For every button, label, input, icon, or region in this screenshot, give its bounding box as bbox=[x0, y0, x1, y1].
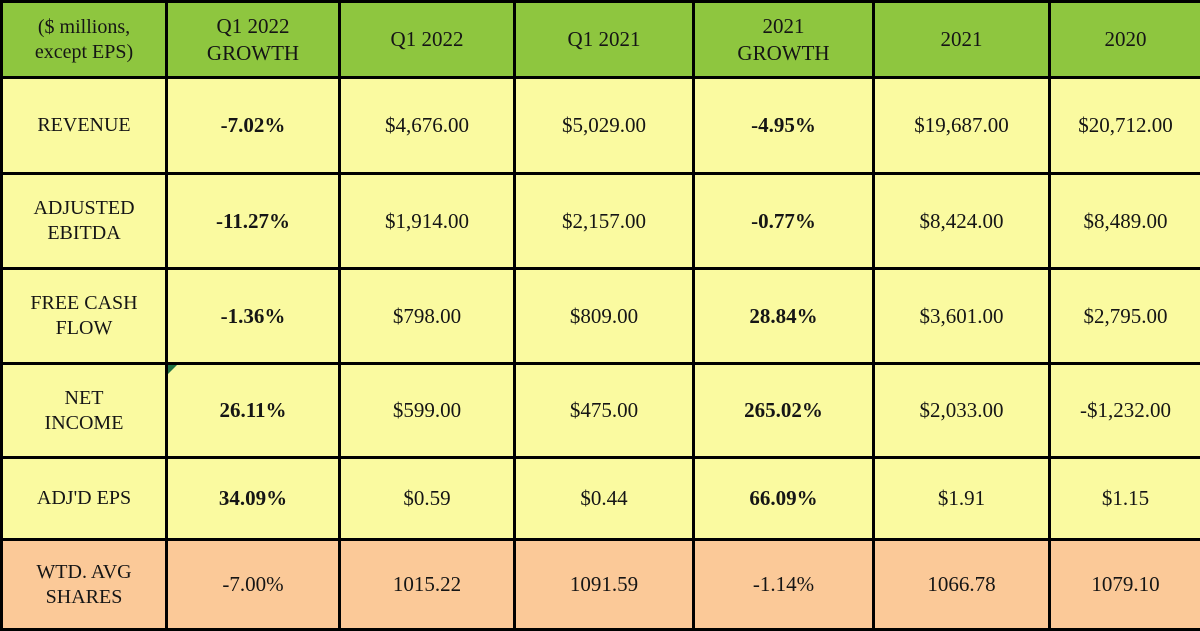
data-cell: -1.36% bbox=[167, 269, 340, 364]
data-cell: 1066.78 bbox=[874, 540, 1050, 630]
data-cell: -11.27% bbox=[167, 174, 340, 269]
data-cell: -0.77% bbox=[694, 174, 874, 269]
table-row-wtd-avg-shares: WTD. AVG SHARES -7.00% 1015.22 1091.59 -… bbox=[2, 540, 1200, 630]
data-cell: $19,687.00 bbox=[874, 78, 1050, 174]
row-label: ADJ'D EPS bbox=[2, 458, 167, 540]
column-header-units: ($ millions, except EPS) bbox=[2, 2, 167, 78]
data-cell: 1091.59 bbox=[515, 540, 694, 630]
data-cell: $0.44 bbox=[515, 458, 694, 540]
row-label: WTD. AVG SHARES bbox=[2, 540, 167, 630]
data-cell: 265.02% bbox=[694, 364, 874, 458]
data-cell: $2,795.00 bbox=[1050, 269, 1200, 364]
data-cell: 1015.22 bbox=[340, 540, 515, 630]
cell-corner-marker-icon bbox=[168, 365, 177, 374]
column-header-q1-2022-growth: Q1 2022 GROWTH bbox=[167, 2, 340, 78]
row-label: NET INCOME bbox=[2, 364, 167, 458]
data-cell: 1079.10 bbox=[1050, 540, 1200, 630]
data-cell: $2,033.00 bbox=[874, 364, 1050, 458]
table-row-free-cash-flow: FREE CASH FLOW -1.36% $798.00 $809.00 28… bbox=[2, 269, 1200, 364]
data-cell: $1.15 bbox=[1050, 458, 1200, 540]
data-cell: $809.00 bbox=[515, 269, 694, 364]
data-cell: 26.11% bbox=[167, 364, 340, 458]
column-header-q1-2021: Q1 2021 bbox=[515, 2, 694, 78]
row-label: ADJUSTED EBITDA bbox=[2, 174, 167, 269]
data-cell: $3,601.00 bbox=[874, 269, 1050, 364]
data-cell: $1,914.00 bbox=[340, 174, 515, 269]
data-cell: $5,029.00 bbox=[515, 78, 694, 174]
table-row-net-income: NET INCOME 26.11% $599.00 $475.00 265.02… bbox=[2, 364, 1200, 458]
data-cell: $4,676.00 bbox=[340, 78, 515, 174]
data-cell: -7.02% bbox=[167, 78, 340, 174]
table-row-adjd-eps: ADJ'D EPS 34.09% $0.59 $0.44 66.09% $1.9… bbox=[2, 458, 1200, 540]
data-cell: -4.95% bbox=[694, 78, 874, 174]
data-cell-value: 26.11% bbox=[219, 398, 286, 422]
data-cell: $8,489.00 bbox=[1050, 174, 1200, 269]
data-cell: $8,424.00 bbox=[874, 174, 1050, 269]
row-label: REVENUE bbox=[2, 78, 167, 174]
data-cell: -7.00% bbox=[167, 540, 340, 630]
data-cell: 34.09% bbox=[167, 458, 340, 540]
row-label: FREE CASH FLOW bbox=[2, 269, 167, 364]
column-header-2021-growth: 2021 GROWTH bbox=[694, 2, 874, 78]
table-row-adjusted-ebitda: ADJUSTED EBITDA -11.27% $1,914.00 $2,157… bbox=[2, 174, 1200, 269]
data-cell: $2,157.00 bbox=[515, 174, 694, 269]
data-cell: 28.84% bbox=[694, 269, 874, 364]
table-row-revenue: REVENUE -7.02% $4,676.00 $5,029.00 -4.95… bbox=[2, 78, 1200, 174]
data-cell: $20,712.00 bbox=[1050, 78, 1200, 174]
data-cell: 66.09% bbox=[694, 458, 874, 540]
data-cell: $1.91 bbox=[874, 458, 1050, 540]
column-header-2021: 2021 bbox=[874, 2, 1050, 78]
header-row: ($ millions, except EPS) Q1 2022 GROWTH … bbox=[2, 2, 1200, 78]
column-header-2020: 2020 bbox=[1050, 2, 1200, 78]
data-cell: -$1,232.00 bbox=[1050, 364, 1200, 458]
data-cell: $475.00 bbox=[515, 364, 694, 458]
data-cell: $0.59 bbox=[340, 458, 515, 540]
column-header-q1-2022: Q1 2022 bbox=[340, 2, 515, 78]
data-cell: $599.00 bbox=[340, 364, 515, 458]
data-cell: -1.14% bbox=[694, 540, 874, 630]
data-cell: $798.00 bbox=[340, 269, 515, 364]
